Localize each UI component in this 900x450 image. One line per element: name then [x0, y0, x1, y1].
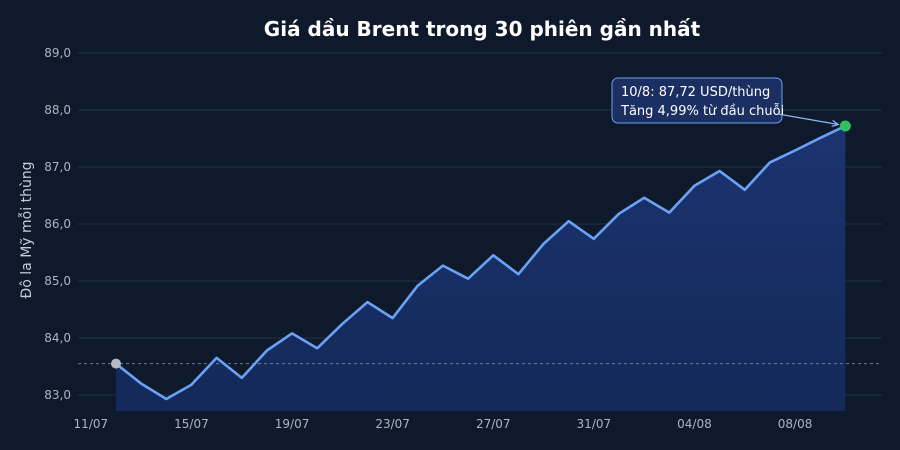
x-tick-label: 08/08	[778, 417, 813, 431]
x-tick-label: 23/07	[375, 417, 410, 431]
end-point	[839, 120, 851, 132]
x-tick-label: 31/07	[577, 417, 612, 431]
data-points	[111, 120, 851, 369]
chart-title: Giá dầu Brent trong 30 phiên gần nhất	[264, 17, 701, 41]
y-tick-label: 88,0	[44, 103, 71, 117]
x-tick-label: 19/07	[275, 417, 310, 431]
y-tick-label: 83,0	[44, 388, 71, 402]
y-tick-label: 85,0	[44, 274, 71, 288]
y-tick-label: 84,0	[44, 331, 71, 345]
annotation-arrow	[777, 113, 840, 127]
series-line	[115, 124, 846, 401]
annotation: 10/8: 87,72 USD/thùng Tăng 4,99% từ đầu …	[611, 77, 840, 127]
y-tick-labels: 83,0 84,0 85,0 86,0 87,0 88,0 89,0	[44, 46, 71, 402]
x-tick-label: 11/07	[74, 417, 109, 431]
y-axis-label: Đô la Mỹ mỗi thùng	[18, 161, 35, 298]
x-tick-labels: 11/07 15/07 19/07 23/07 27/07 31/07 04/08 08/08	[74, 417, 813, 431]
x-tick-label: 04/08	[677, 417, 712, 431]
y-tick-label: 87,0	[44, 160, 71, 174]
x-tick-label: 15/07	[174, 417, 209, 431]
y-tick-label: 89,0	[44, 46, 71, 60]
annotation-box	[611, 77, 783, 124]
x-tick-label: 27/07	[476, 417, 511, 431]
y-tick-label: 86,0	[44, 217, 71, 231]
annotation-line2: Tăng 4,99% từ đầu chuỗi	[620, 104, 784, 119]
start-point	[111, 358, 121, 369]
annotation-line1: 10/8: 87,72 USD/thùng	[621, 85, 770, 100]
